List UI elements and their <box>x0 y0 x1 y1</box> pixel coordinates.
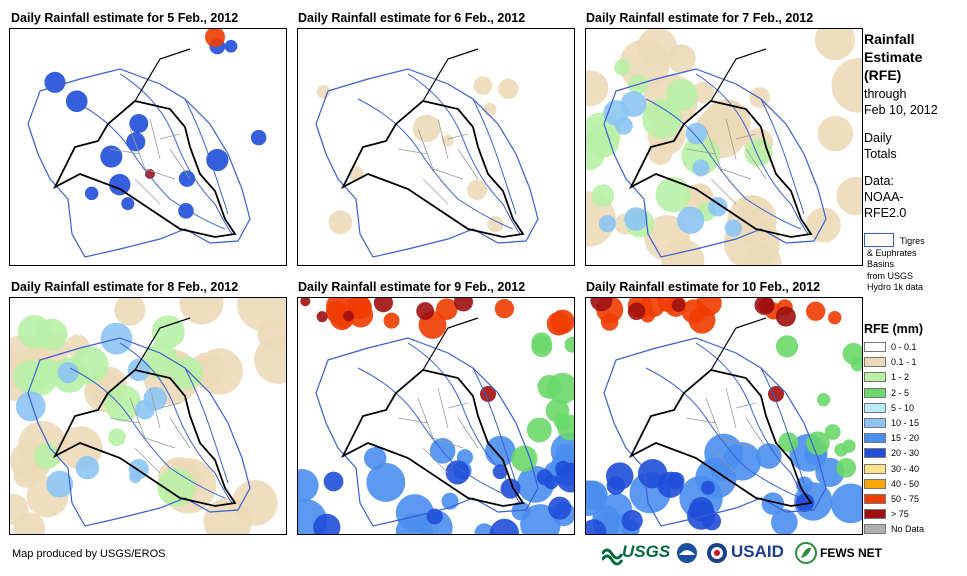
panel-title-5feb: Daily Rainfall estimate for 5 Feb., 2012 <box>11 11 239 25</box>
legend-label: 50 - 75 <box>891 494 920 504</box>
sidebar-title: Rainfall Estimate (RFE) <box>864 31 923 83</box>
usgs-wave-icon <box>600 548 624 566</box>
legend-label: 0 - 0.1 <box>891 342 917 352</box>
legend-label: 30 - 40 <box>891 463 920 474</box>
panel-title-7feb: Daily Rainfall estimate for 7 Feb., 2012 <box>586 11 814 25</box>
noaa-logo <box>676 540 700 568</box>
panel-title-8feb: Daily Rainfall estimate for 8 Feb., 2012 <box>11 280 239 294</box>
basin-legend-text: Tigres & Euphrates Basins from USGS Hydr… <box>867 236 925 292</box>
legend-swatch <box>864 372 886 383</box>
rainfall-map-5feb <box>9 28 287 266</box>
rainfall-map-9feb <box>297 297 575 535</box>
legend-swatch <box>864 387 886 398</box>
legend-swatch <box>864 342 886 352</box>
legend-label: 0.1 - 1 <box>891 357 917 368</box>
rainfall-map-10feb <box>585 297 863 535</box>
usgs-logo: USGS <box>600 540 670 568</box>
legend-swatch <box>864 509 886 520</box>
legend-label: 10 - 15 <box>891 418 920 428</box>
panel-title-10feb: Daily Rainfall estimate for 10 Feb., 201… <box>586 280 821 294</box>
panel-title-6feb: Daily Rainfall estimate for 6 Feb., 2012 <box>298 11 526 25</box>
legend-swatch <box>864 433 886 444</box>
sidebar-through: through <box>864 87 907 101</box>
legend-label: > 75 <box>891 509 909 520</box>
legend-swatch <box>864 402 886 413</box>
legend-swatch <box>864 494 886 504</box>
rainfall-map-6feb <box>297 28 575 266</box>
sidebar-data-source: Data: NOAA- RFE2.0 <box>864 174 907 220</box>
legend-swatch <box>864 463 886 474</box>
legend-label: 1 - 2 <box>891 372 910 383</box>
legend-label: No Data <box>891 524 925 535</box>
legend-label: 15 - 20 <box>891 433 920 444</box>
sidebar-daily-totals: Daily Totals <box>864 131 897 161</box>
legend-label: 2 - 5 <box>891 387 910 398</box>
fewsnet-leaf-icon <box>795 542 817 564</box>
legend-label: 40 - 50 <box>891 478 920 489</box>
panel-title-9feb: Daily Rainfall estimate for 9 Feb., 2012 <box>298 280 526 294</box>
legend-swatch <box>864 357 886 368</box>
rainfall-map-8feb <box>9 297 287 535</box>
legend-swatch <box>864 524 886 535</box>
usaid-seal-icon <box>707 543 727 563</box>
map-credit: Map produced by USGS/EROS <box>12 548 166 560</box>
legend-swatch <box>864 478 886 489</box>
legend-title: RFE (mm) <box>864 322 924 336</box>
rainfall-map-7feb <box>585 28 863 266</box>
fewsnet-logo: FEWS NET <box>795 540 885 568</box>
legend-label: 20 - 30 <box>891 448 920 459</box>
legend-label: 5 - 10 <box>891 402 915 413</box>
sidebar-date: Feb 10, 2012 <box>864 103 938 117</box>
legend-swatch <box>864 418 886 428</box>
basin-legend-swatch <box>864 233 894 247</box>
usaid-logo: USAID <box>706 540 790 568</box>
legend-swatch <box>864 448 886 459</box>
noaa-seal-icon <box>677 543 697 563</box>
